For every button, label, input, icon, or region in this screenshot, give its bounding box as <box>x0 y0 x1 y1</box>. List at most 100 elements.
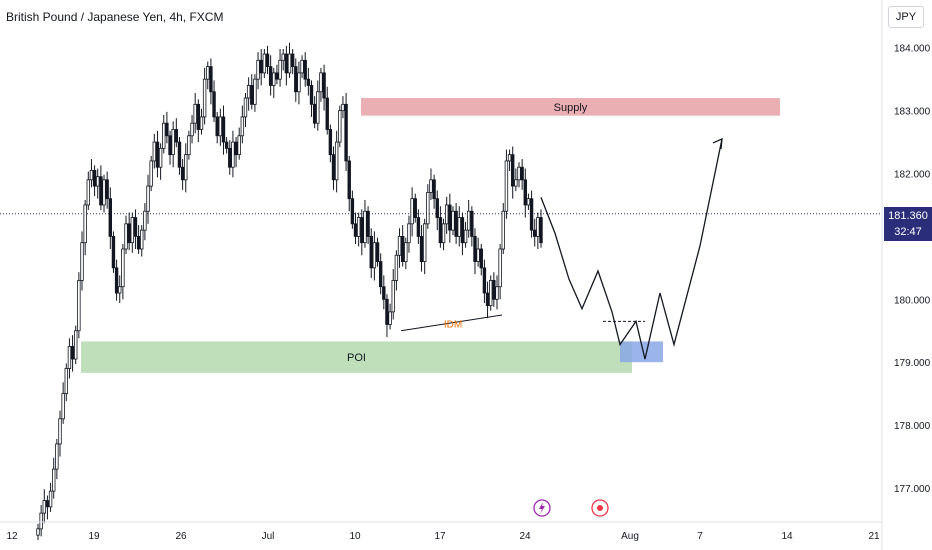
candle-body <box>388 311 392 325</box>
candle-body <box>319 72 323 93</box>
time-axis[interactable]: 12 19 26 Jul 10 17 24 Aug 7 14 21 <box>0 521 882 542</box>
time-tick-label: 14 <box>781 531 793 542</box>
candle <box>375 237 380 267</box>
currency-badge[interactable]: JPY <box>888 6 924 28</box>
candle-body <box>397 236 402 256</box>
candle-body <box>67 346 72 369</box>
candle-body <box>470 210 474 237</box>
price-tick-label: 180.000 <box>894 295 931 306</box>
candle <box>190 115 194 144</box>
zone-poi <box>81 341 632 373</box>
candle <box>322 64 326 111</box>
candle-body <box>143 210 147 231</box>
candle <box>422 218 427 275</box>
candle <box>140 225 144 257</box>
candle-body <box>193 103 197 124</box>
candle <box>309 80 314 117</box>
time-tick-label: 24 <box>519 531 531 542</box>
candle <box>64 363 68 402</box>
candle <box>416 209 421 244</box>
candle <box>89 159 94 188</box>
candle-body <box>265 53 270 68</box>
candle <box>341 96 345 119</box>
zone-label: Supply <box>554 102 588 114</box>
time-tick-label: 21 <box>868 531 880 542</box>
candle <box>96 168 100 199</box>
candle <box>394 250 399 291</box>
candle-body <box>155 141 160 168</box>
zone-label: POI <box>347 352 366 364</box>
candle-body <box>303 59 307 80</box>
candle <box>407 215 411 253</box>
candle-body <box>444 204 449 225</box>
candle-body <box>118 286 122 294</box>
candle-body <box>328 129 333 156</box>
candle-body <box>48 490 53 508</box>
candle <box>391 269 395 320</box>
candle <box>99 165 103 210</box>
candle-body <box>45 500 50 508</box>
candle-body <box>177 141 182 168</box>
candle <box>328 124 333 163</box>
candle <box>58 410 62 457</box>
candle-body <box>86 179 90 206</box>
candle <box>237 127 241 160</box>
candle <box>520 159 524 190</box>
candle <box>294 58 298 102</box>
candle-body <box>300 59 304 74</box>
candle <box>265 45 270 75</box>
candle-body <box>350 198 355 225</box>
candle <box>372 231 377 281</box>
candle-body <box>52 468 56 492</box>
candle <box>488 275 493 311</box>
price-tick-label: 178.000 <box>894 421 931 432</box>
candle-body <box>460 217 465 244</box>
candle <box>70 335 75 372</box>
candle-body <box>410 198 414 225</box>
candle-body <box>533 229 537 237</box>
candle <box>284 45 289 86</box>
candle-body <box>416 217 421 237</box>
candle <box>187 130 191 160</box>
candle <box>74 325 78 365</box>
candle <box>224 137 229 154</box>
candle-body <box>514 179 518 187</box>
candle-body <box>344 103 348 162</box>
candle-body <box>55 443 59 470</box>
candle <box>353 212 358 244</box>
candle-body <box>309 85 314 105</box>
candle-body <box>196 103 201 130</box>
candle <box>196 99 201 143</box>
candle-body <box>325 97 329 130</box>
candle-body <box>372 242 377 269</box>
candle <box>350 190 355 229</box>
candle <box>121 243 125 300</box>
candle <box>504 149 509 219</box>
candle <box>39 504 43 537</box>
candle <box>536 212 540 249</box>
candle <box>397 228 402 268</box>
candle <box>476 237 480 267</box>
candle-body <box>400 236 405 262</box>
candle <box>378 253 383 295</box>
candle <box>429 168 433 200</box>
candle-body <box>105 179 109 200</box>
candle <box>155 130 160 178</box>
candle-body <box>275 72 279 80</box>
candle-body <box>356 217 361 237</box>
price-axis[interactable]: 184.000183.000182.000181.000180.000179.0… <box>881 0 931 550</box>
candle-body <box>448 204 452 231</box>
time-tick-label: 7 <box>697 531 703 542</box>
candle <box>259 48 263 86</box>
candle <box>158 143 163 180</box>
candle-body <box>246 85 251 99</box>
idm-label: IDM <box>444 320 462 331</box>
candle-body <box>127 223 131 244</box>
candle <box>130 212 135 253</box>
price-tick-label: 184.000 <box>894 44 931 55</box>
candle-body <box>457 217 461 237</box>
candle <box>174 118 179 148</box>
candle-body <box>341 103 345 112</box>
candle-body <box>39 512 43 530</box>
